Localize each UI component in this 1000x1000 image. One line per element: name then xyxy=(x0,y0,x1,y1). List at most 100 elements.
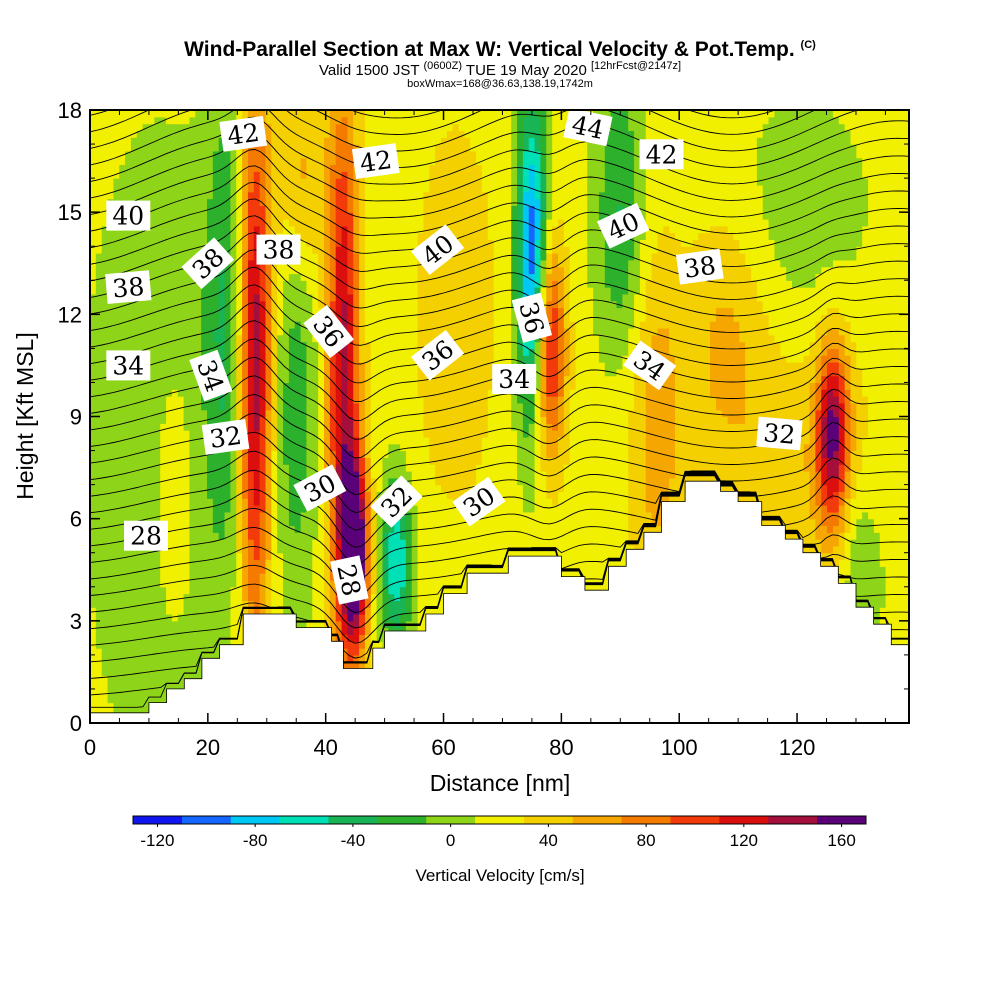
field-cell xyxy=(101,430,109,438)
field-cell xyxy=(259,341,267,349)
field-cell xyxy=(341,661,348,670)
field-cell xyxy=(130,259,138,268)
field-cell xyxy=(119,191,126,200)
field-cell xyxy=(318,164,325,172)
field-cell xyxy=(95,402,103,411)
field-cell xyxy=(283,266,290,275)
field-cell xyxy=(166,682,173,690)
field-cell xyxy=(324,130,331,138)
field-cell xyxy=(107,484,114,493)
field-cell xyxy=(177,368,185,377)
field-cell xyxy=(312,443,319,452)
field-cell xyxy=(300,368,308,377)
field-cell xyxy=(370,498,378,506)
field-cell xyxy=(318,566,325,574)
field-cell xyxy=(230,552,237,561)
field-cell xyxy=(236,321,243,329)
field-cell xyxy=(95,470,103,479)
field-cell xyxy=(364,661,372,670)
field-cell xyxy=(201,184,208,193)
field-cell xyxy=(376,402,384,411)
field-cell xyxy=(195,396,202,404)
field-cell xyxy=(95,423,103,431)
field-cell xyxy=(382,300,389,309)
field-cell xyxy=(183,150,191,159)
field-cell xyxy=(318,287,325,295)
field-cell xyxy=(119,239,126,247)
field-cell xyxy=(283,300,290,309)
field-cell xyxy=(306,368,313,377)
field-cell xyxy=(306,552,313,561)
field-cell xyxy=(247,450,255,458)
field-cell xyxy=(236,470,243,479)
field-cell xyxy=(318,280,325,288)
field-cell xyxy=(177,171,185,179)
field-cell xyxy=(253,484,261,493)
field-cell xyxy=(189,573,196,581)
field-cell xyxy=(160,566,167,574)
field-cell xyxy=(376,525,384,533)
field-cell xyxy=(271,511,278,520)
field-cell xyxy=(160,123,167,132)
field-cell xyxy=(283,327,290,336)
field-cell xyxy=(312,620,319,629)
field-cell xyxy=(201,123,208,132)
field-cell xyxy=(90,484,97,493)
field-cell xyxy=(177,586,185,595)
field-cell xyxy=(253,389,261,397)
field-cell xyxy=(119,641,126,649)
field-cell xyxy=(335,150,343,159)
field-cell xyxy=(171,273,179,281)
field-cell xyxy=(107,702,114,710)
field-cell xyxy=(207,620,214,629)
field-cell xyxy=(400,225,407,234)
field-cell xyxy=(382,184,389,193)
field-cell xyxy=(312,614,319,622)
field-cell xyxy=(107,436,114,445)
field-cell xyxy=(318,545,325,554)
field-cell xyxy=(195,457,202,465)
field-cell xyxy=(212,641,220,649)
field-cell xyxy=(388,579,395,588)
field-cell xyxy=(119,491,126,499)
field-cell xyxy=(288,545,296,554)
field-cell xyxy=(405,402,413,411)
field-cell xyxy=(177,416,185,424)
field-cell xyxy=(189,477,196,486)
field-cell xyxy=(400,280,407,288)
field-cell xyxy=(160,675,167,683)
field-cell xyxy=(277,539,284,547)
field-cell xyxy=(364,634,372,642)
field-cell xyxy=(318,368,325,377)
field-cell xyxy=(347,130,354,138)
field-cell xyxy=(277,212,284,220)
field-cell xyxy=(294,293,302,302)
field-cell xyxy=(364,253,372,261)
field-cell xyxy=(236,634,243,642)
field-cell xyxy=(125,511,132,520)
field-cell xyxy=(364,368,372,377)
field-cell xyxy=(277,586,284,595)
field-cell xyxy=(370,300,378,309)
field-cell xyxy=(177,116,185,125)
field-cell xyxy=(166,450,173,458)
field-cell xyxy=(318,184,325,193)
field-cell xyxy=(253,150,261,159)
field-cell xyxy=(283,477,290,486)
field-cell xyxy=(277,218,284,227)
field-cell xyxy=(101,225,109,234)
field-cell xyxy=(189,491,196,499)
field-cell xyxy=(183,171,191,179)
field-cell xyxy=(294,607,302,615)
field-cell xyxy=(130,191,138,200)
field-cell xyxy=(376,470,384,479)
field-cell xyxy=(335,389,343,397)
field-cell xyxy=(142,266,150,275)
field-cell xyxy=(207,477,214,486)
field-cell xyxy=(154,559,161,567)
field-cell xyxy=(113,661,120,670)
field-cell xyxy=(283,525,290,533)
field-cell xyxy=(400,110,407,118)
field-cell xyxy=(119,430,126,438)
field-cell xyxy=(253,566,261,574)
